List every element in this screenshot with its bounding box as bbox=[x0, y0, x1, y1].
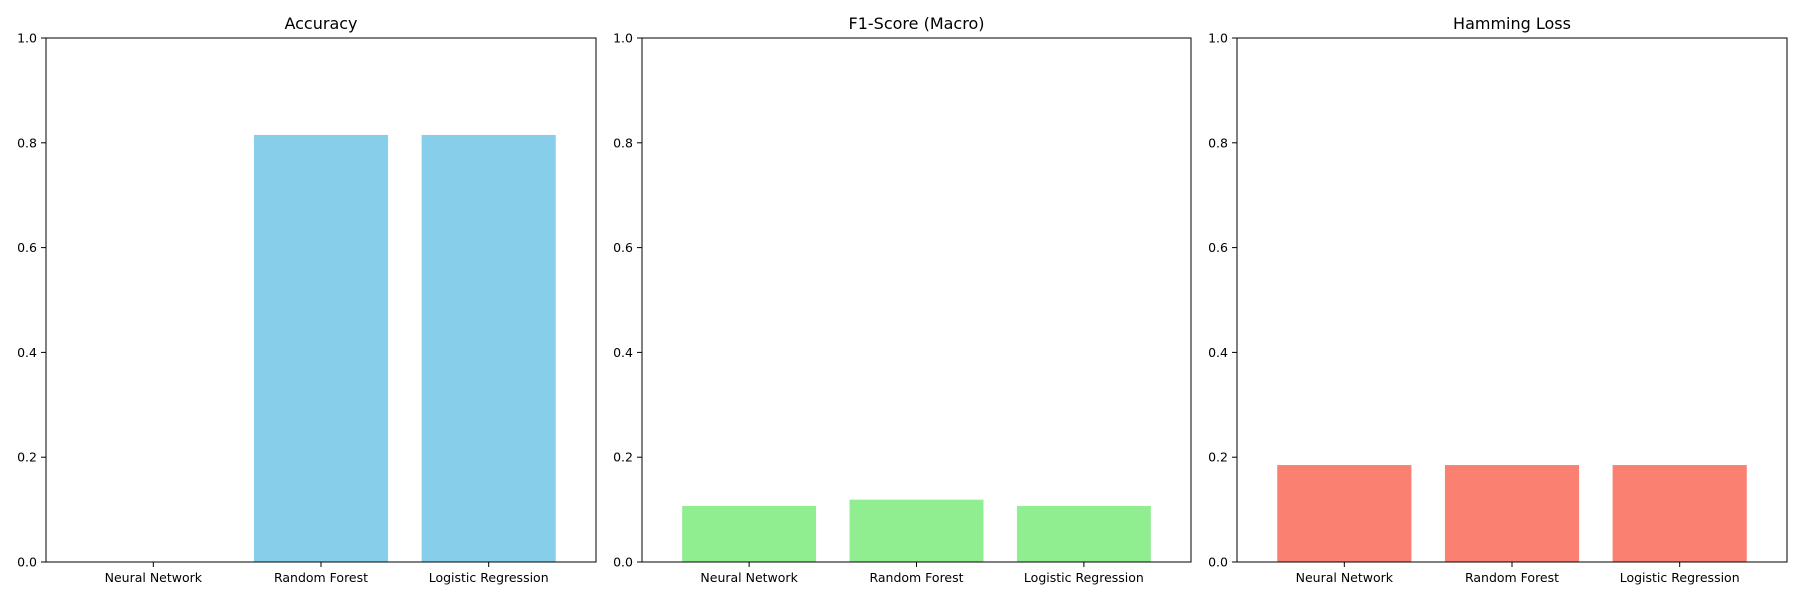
bar-2 bbox=[1444, 465, 1580, 562]
y-tick-label: 0.6 bbox=[613, 240, 633, 255]
y-tick-label: 0.8 bbox=[613, 135, 633, 150]
chart-title: Hamming Loss bbox=[1453, 14, 1571, 33]
chart-title: F1-Score (Macro) bbox=[849, 14, 985, 33]
y-tick-label: 0.0 bbox=[1208, 555, 1228, 570]
axes-frame bbox=[641, 37, 1192, 563]
y-tick-label: 1.0 bbox=[613, 31, 633, 46]
y-tick-label: 0.0 bbox=[17, 555, 37, 570]
y-tick-label: 0.6 bbox=[1208, 240, 1228, 255]
chart-panel-3: Hamming Loss Neural Network Random Forest L… bbox=[1208, 14, 1788, 585]
bar-3 bbox=[421, 134, 556, 562]
y-tick-label: 0.2 bbox=[1208, 450, 1228, 465]
bar-3 bbox=[1612, 465, 1747, 562]
x-tick-label: Random Forest bbox=[1465, 570, 1559, 585]
bar-3 bbox=[1016, 505, 1151, 562]
y-tick-label: 0.4 bbox=[17, 345, 37, 360]
y-tick-label: 0.0 bbox=[613, 555, 633, 570]
y-tick-label: 0.8 bbox=[1208, 135, 1228, 150]
x-tick-label: Logistic Regression bbox=[1620, 570, 1740, 585]
x-tick-label: Logistic Regression bbox=[429, 570, 549, 585]
y-tick-label: 0.4 bbox=[613, 345, 633, 360]
x-tick-label: Random Forest bbox=[869, 570, 963, 585]
x-tick-label: Neural Network bbox=[700, 570, 798, 585]
x-tick-label: Neural Network bbox=[1296, 570, 1394, 585]
bar-2 bbox=[849, 499, 984, 562]
x-tick-label: Random Forest bbox=[274, 570, 368, 585]
y-tick-label: 0.2 bbox=[613, 450, 633, 465]
chart-panel-1: Accuracy Neural Network Random Forest Logis… bbox=[17, 14, 597, 585]
y-tick-label: 0.8 bbox=[17, 135, 37, 150]
y-tick-label: 1.0 bbox=[17, 31, 37, 46]
x-tick-label: Logistic Regression bbox=[1024, 570, 1144, 585]
y-tick-label: 0.6 bbox=[17, 240, 37, 255]
bar-1 bbox=[682, 505, 817, 562]
y-tick-label: 0.4 bbox=[1208, 345, 1228, 360]
chart-panel-2: F1-Score (Macro) Neural Network Random For… bbox=[613, 14, 1192, 585]
y-tick-label: 1.0 bbox=[1208, 31, 1228, 46]
x-tick-label: Neural Network bbox=[105, 570, 203, 585]
y-tick-label: 0.2 bbox=[17, 450, 37, 465]
bar-1 bbox=[1277, 465, 1412, 562]
axes-frame bbox=[1236, 37, 1788, 563]
axes-frame bbox=[45, 37, 597, 563]
bar-2 bbox=[253, 134, 389, 562]
chart-title: Accuracy bbox=[284, 14, 357, 33]
